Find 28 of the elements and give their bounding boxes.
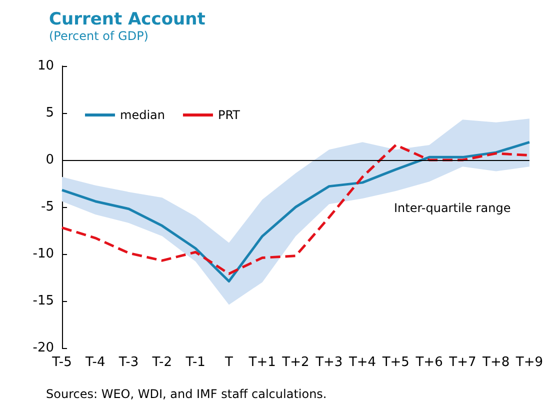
y-tick-label: 0	[46, 152, 54, 168]
x-tick-label: T-5	[51, 355, 72, 370]
source-note: Sources: WEO, WDI, and IMF staff calculations.	[46, 387, 327, 401]
chart-title: Current Account	[49, 10, 206, 30]
x-tick-label: T-1	[184, 355, 206, 370]
y-tick-label: -20	[32, 340, 54, 356]
y-tick-label: -5	[41, 200, 54, 214]
x-tick-label: T+2	[281, 355, 310, 370]
x-tick-label: T+8	[482, 355, 510, 370]
legend-label: PRT	[218, 108, 241, 122]
chart-subtitle: (Percent of GDP)	[49, 29, 148, 43]
x-tick-label: T+4	[348, 355, 376, 370]
x-tick-label: T+9	[514, 355, 544, 370]
y-tick-label: 10	[37, 58, 54, 74]
x-tick-label: T+1	[248, 355, 276, 370]
x-tick-label: T-4	[84, 355, 106, 370]
x-tick-label: T+6	[414, 355, 443, 370]
legend-label: median	[120, 108, 165, 122]
x-tick-label: T+3	[314, 355, 343, 370]
y-tick-label: -15	[32, 294, 54, 308]
x-tick-label: T+5	[381, 355, 410, 370]
x-tick-label: T-2	[151, 355, 172, 370]
y-tick-label: 5	[46, 106, 54, 120]
x-tick-label: T+7	[448, 355, 476, 370]
x-tick-label: T-3	[118, 355, 139, 370]
x-tick-label: T	[224, 355, 233, 370]
y-tick-label: -10	[32, 246, 54, 262]
annotation: Inter-quartile range	[394, 201, 511, 215]
